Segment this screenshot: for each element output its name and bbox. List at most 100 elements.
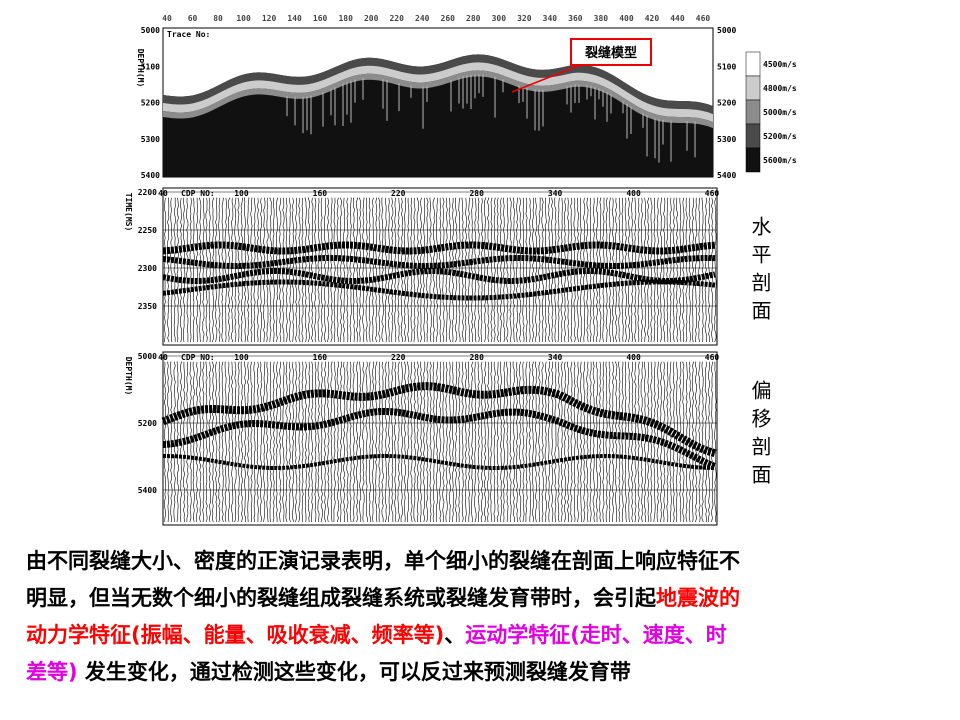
trace xyxy=(228,361,231,523)
trace xyxy=(234,361,237,523)
trace xyxy=(205,361,208,523)
trace xyxy=(618,361,621,523)
top-tick: 280 xyxy=(469,353,484,362)
caption-segment: 运动学特征(走时、速度、时 xyxy=(465,623,727,647)
left-tick: 5400 xyxy=(141,171,160,180)
top-tick: 40 xyxy=(158,189,168,198)
trace xyxy=(451,361,455,523)
trace xyxy=(291,361,294,523)
trace xyxy=(461,361,464,523)
top-tick: 460 xyxy=(705,353,720,362)
caption-line: 差等) 发生变化，通过检测这些变化，可以反过来预测裂缝发育带 xyxy=(26,660,631,684)
caption-line: 明显，但当无数个细小的裂缝组成裂缝系统或裂缝发育带时，会引起地震波的 xyxy=(26,586,740,610)
trace xyxy=(311,361,314,523)
trace xyxy=(400,361,403,523)
callout-box xyxy=(570,38,652,66)
trace xyxy=(496,361,499,523)
top-tick: 220 xyxy=(389,14,404,23)
top-tick: 340 xyxy=(543,14,558,23)
trace xyxy=(343,361,346,523)
trace xyxy=(551,361,554,523)
trace xyxy=(192,361,195,523)
axis-title: DEPTH(M) xyxy=(124,357,133,396)
trace xyxy=(355,361,359,523)
trace xyxy=(387,361,391,523)
axis-title: DEPTH(M) xyxy=(136,49,145,88)
reflector xyxy=(162,454,716,471)
reflector xyxy=(162,279,716,301)
trace xyxy=(535,361,538,523)
left-tick: 5000 xyxy=(138,352,157,361)
trace xyxy=(506,361,509,523)
left-tick: 5400 xyxy=(138,486,157,495)
top-tick: 280 xyxy=(466,14,481,23)
trace xyxy=(589,361,592,523)
right-tick: 5100 xyxy=(717,62,736,71)
trace xyxy=(631,361,634,523)
trace xyxy=(563,361,567,523)
trace xyxy=(259,361,263,523)
trace xyxy=(391,361,394,523)
top-tick: 400 xyxy=(626,353,641,362)
trace xyxy=(467,361,471,523)
trace xyxy=(256,361,259,523)
trace xyxy=(672,361,675,523)
trace xyxy=(272,361,275,523)
top-tick: 280 xyxy=(469,189,484,198)
trace xyxy=(583,361,586,523)
trace xyxy=(333,361,336,523)
trace xyxy=(579,361,583,523)
top-tick: 220 xyxy=(391,189,406,198)
top-tick: 400 xyxy=(619,14,634,23)
trace xyxy=(403,361,407,523)
caption-segment: 差等) xyxy=(26,660,78,684)
top-tick: 460 xyxy=(696,14,711,23)
trace xyxy=(669,361,672,523)
trace xyxy=(484,361,487,523)
trace xyxy=(330,361,333,523)
top-tick: 40 xyxy=(162,14,172,23)
trace xyxy=(250,361,253,523)
trace xyxy=(691,361,694,523)
trace xyxy=(525,361,528,523)
left-tick: 2350 xyxy=(138,302,157,311)
trace xyxy=(547,361,551,523)
legend-label: 5000m/s xyxy=(763,108,797,117)
callout: 裂缝模型 xyxy=(584,45,637,61)
trace xyxy=(279,361,282,523)
trace xyxy=(595,361,599,523)
trace xyxy=(567,361,570,523)
trace xyxy=(503,361,506,523)
top-tick: 260 xyxy=(441,14,456,23)
trace xyxy=(493,361,496,523)
trace xyxy=(698,361,701,523)
trace xyxy=(448,361,451,523)
top-tick: 380 xyxy=(594,14,609,23)
trace xyxy=(202,361,205,523)
caption-line: 动力学特征(振幅、能量、吸收衰减、频率等)、运动学特征(走时、速度、时 xyxy=(26,623,727,647)
trace xyxy=(170,361,173,523)
trace xyxy=(317,361,320,523)
left-tick: 2250 xyxy=(138,226,157,235)
top-tick: 120 xyxy=(262,14,277,23)
trace xyxy=(276,361,278,523)
trace xyxy=(407,361,410,523)
trace xyxy=(541,361,544,523)
trace xyxy=(701,361,704,523)
trace xyxy=(339,361,343,523)
right-tick: 5300 xyxy=(717,135,736,144)
top-tick: 160 xyxy=(313,189,328,198)
velocity-layer xyxy=(163,62,713,123)
left-tick: 5100 xyxy=(141,62,160,71)
trace xyxy=(458,361,461,523)
trace xyxy=(243,361,247,523)
trace xyxy=(384,361,387,523)
trace xyxy=(711,361,714,523)
trace xyxy=(602,361,605,523)
trace xyxy=(528,361,531,523)
caption-line: 由不同裂缝大小、密度的正演记录表明，单个细小的裂缝在剖面上响应特征不 xyxy=(26,549,740,573)
right-tick: 5200 xyxy=(717,99,736,108)
callout-arrow xyxy=(511,64,581,93)
trace xyxy=(176,361,179,523)
reflector xyxy=(162,407,717,470)
